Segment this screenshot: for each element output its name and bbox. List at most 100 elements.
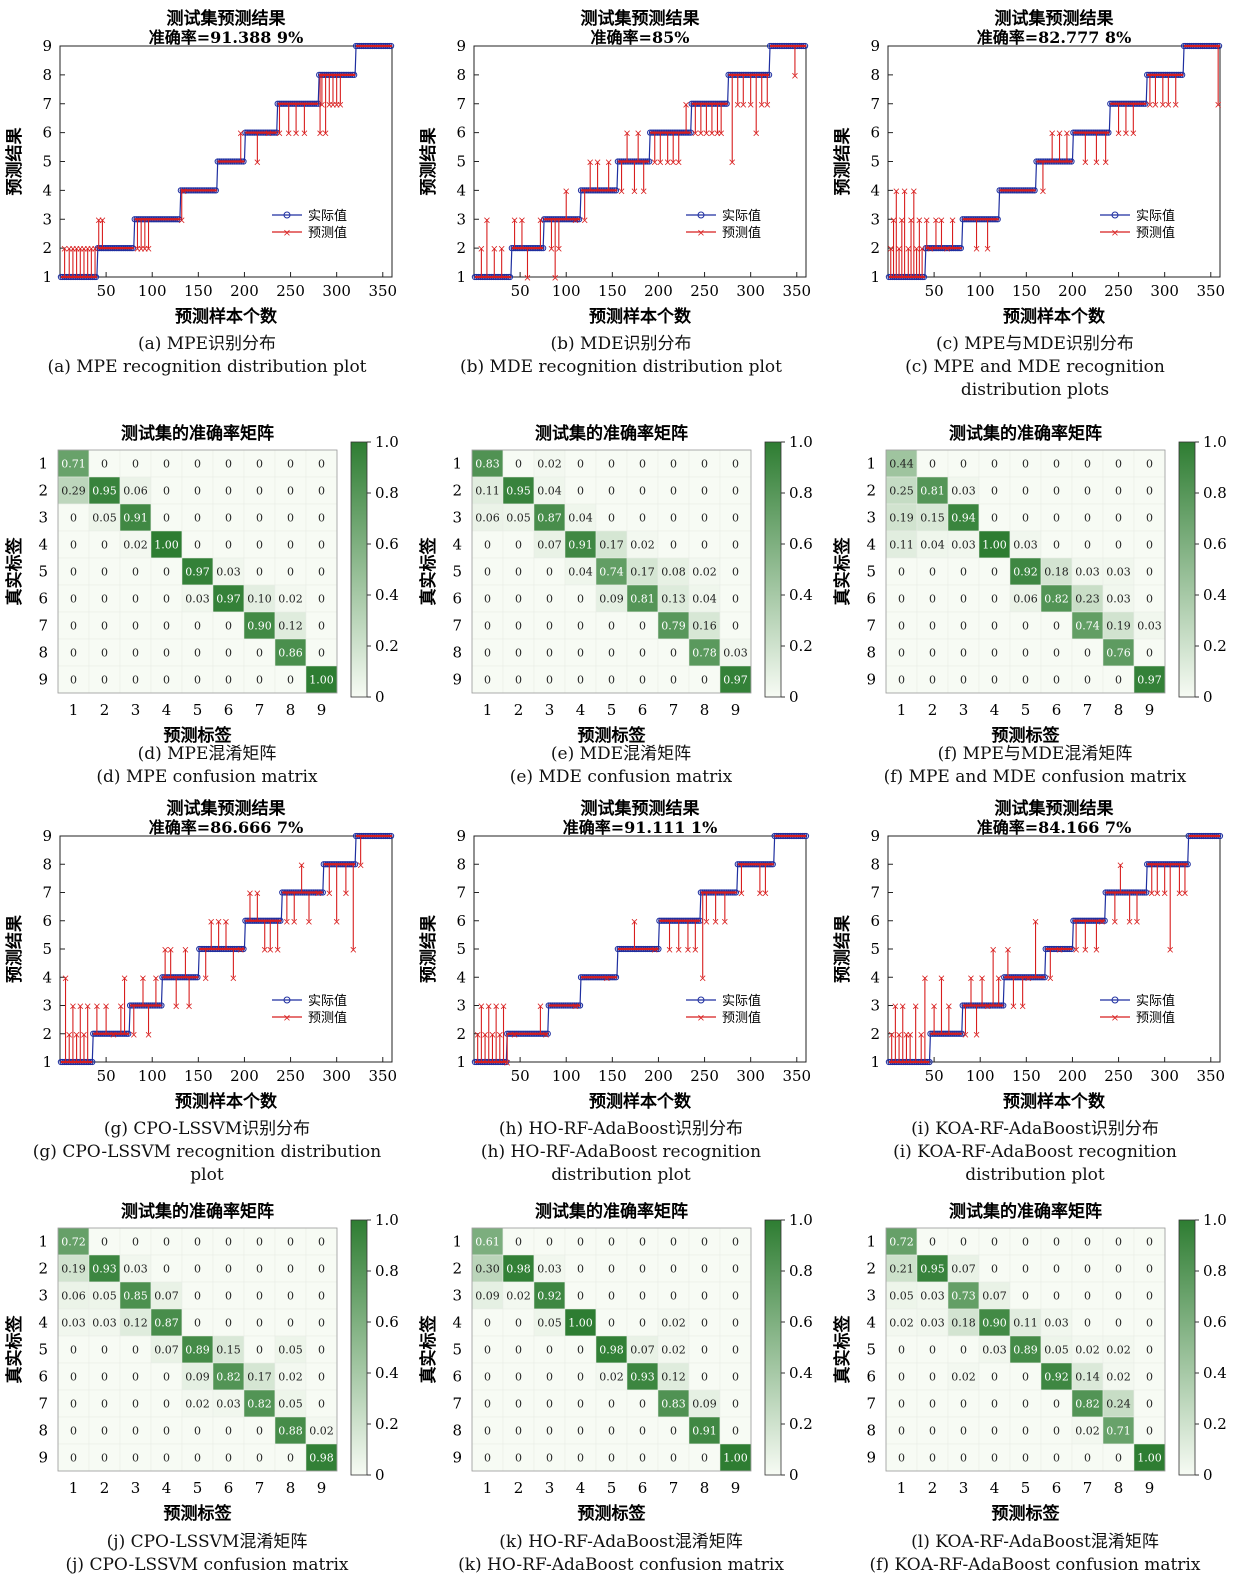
y-tick-label: 1 [866, 1233, 876, 1251]
matrix-cell-value: 0.03 [723, 647, 748, 660]
matrix-cell-value: 0 [639, 1263, 646, 1276]
y-tick-label: 4 [38, 536, 48, 554]
matrix-cell [274, 476, 307, 505]
legend-predicted-marker: × [1111, 1013, 1119, 1024]
matrix-cell-value: 0 [701, 1317, 708, 1330]
y-axis-label: 预测结果 [418, 128, 439, 196]
series-predicted-marker: × [1153, 889, 1161, 900]
series-predicted-marker: × [906, 1030, 914, 1041]
matrix-cell-value: 0.05 [1044, 1344, 1069, 1357]
matrix-cell [243, 1281, 276, 1310]
x-tick-label: 3 [131, 1479, 141, 1497]
series-predicted-marker: × [1098, 917, 1106, 928]
matrix-cell [274, 1416, 307, 1445]
matrix-cell [150, 1281, 183, 1310]
matrix-cell [243, 1443, 276, 1472]
matrix-cell-value: 0 [546, 1398, 553, 1411]
matrix-cell-value: 0 [287, 1452, 294, 1465]
series-predicted-marker: × [1018, 1002, 1026, 1013]
matrix-cell [916, 665, 949, 694]
y-tick-label: 9 [456, 827, 466, 845]
matrix-cell [688, 530, 721, 559]
matrix-cell-value: 0 [991, 647, 998, 660]
matrix-cell-value: 0.83 [475, 458, 500, 471]
colorbar-tick-label: 1.0 [375, 433, 399, 451]
matrix-cell [978, 611, 1011, 640]
matrix-cell [57, 530, 90, 559]
series-predicted-marker: × [261, 945, 269, 956]
colorbar [350, 441, 368, 698]
caption-c-cn: (c) MPE与MDE识别分布 [936, 334, 1134, 354]
matrix-cell-value: 0 [515, 566, 522, 579]
matrix-cell [885, 611, 918, 640]
series-predicted-marker: × [937, 215, 945, 226]
matrix-cell-value: 0 [318, 1317, 325, 1330]
legend-actual-marker [1111, 211, 1119, 219]
matrix-cell-value: 0 [515, 1398, 522, 1411]
series-predicted-marker: × [898, 215, 906, 226]
matrix-cell [243, 611, 276, 640]
matrix-cell [88, 1281, 121, 1310]
matrix-cell-value: 0 [732, 512, 739, 525]
matrix-cell [1102, 1416, 1135, 1445]
y-tick-label: 3 [866, 509, 876, 527]
y-tick-label: 8 [456, 855, 466, 873]
matrix-cell-value: 0 [1115, 458, 1122, 471]
y-tick-label: 9 [870, 827, 880, 845]
colorbar-tick-label: 0 [1203, 688, 1213, 706]
y-tick-label: 7 [452, 617, 462, 635]
matrix-cell-value: 0 [898, 1371, 905, 1384]
y-tick-label: 2 [866, 1260, 876, 1278]
matrix-cell [502, 665, 535, 694]
matrix-cell-value: 0 [546, 593, 553, 606]
matrix-cell-value: 0 [318, 620, 325, 633]
matrix-cell-value: 0 [163, 620, 170, 633]
series-predicted-marker: × [332, 917, 340, 928]
matrix-cell [1040, 611, 1073, 640]
matrix-cell-value: 0 [484, 1452, 491, 1465]
matrix-cell [212, 1443, 245, 1472]
matrix-cell-value: 0 [132, 593, 139, 606]
legend-actual-marker [697, 211, 705, 219]
matrix-cell [885, 1308, 918, 1337]
y-axis-label: 真实标签 [4, 537, 25, 606]
y-tick-label: 9 [456, 37, 466, 55]
x-tick-label: 200 [1058, 1067, 1087, 1085]
matrix-cell [564, 1362, 597, 1391]
series-predicted-marker: × [702, 917, 710, 928]
series-predicted-marker: × [1122, 129, 1130, 140]
legend-predicted-marker: × [697, 228, 705, 239]
matrix-cell-value: 0 [732, 1236, 739, 1249]
matrix-cell [243, 1227, 276, 1256]
chart-title: 测试集预测结果 [995, 8, 1114, 29]
matrix-cell [1009, 611, 1042, 640]
y-axis-label: 真实标签 [418, 1315, 439, 1384]
series-predicted-marker: × [547, 244, 555, 255]
matrix-cell [1133, 557, 1166, 586]
series-predicted-marker: × [967, 973, 975, 984]
colorbar-tick-label: 0 [1203, 1466, 1213, 1484]
matrix-cell [916, 1443, 949, 1472]
matrix-cell [688, 1416, 721, 1445]
x-tick-label: 250 [1104, 1067, 1133, 1085]
series-predicted-marker: × [665, 945, 673, 956]
y-tick-label: 5 [866, 1341, 876, 1359]
matrix-cell-value: 0 [1053, 1398, 1060, 1411]
matrix-cell-value: 0 [287, 512, 294, 525]
matrix-cell-value: 0 [225, 1425, 232, 1438]
matrix-cell [181, 1254, 214, 1283]
matrix-cell [533, 476, 566, 505]
matrix-cell [688, 665, 721, 694]
series-predicted-marker: × [910, 186, 918, 197]
matrix-cell-value: 0.03 [61, 1317, 86, 1330]
x-tick-label: 3 [959, 701, 969, 719]
series-predicted-marker: × [983, 1002, 991, 1013]
matrix-cell-value: 0 [256, 1317, 263, 1330]
matrix-cell-value: 0 [701, 1263, 708, 1276]
chart-subtitle: 准确率=84.166 7% [977, 818, 1132, 837]
matrix-cell-value: 0.02 [1106, 1344, 1131, 1357]
series-predicted-marker: × [496, 1030, 504, 1041]
series-predicted-marker: × [483, 215, 491, 226]
series-predicted-marker: × [675, 945, 683, 956]
series-predicted-marker: × [900, 186, 908, 197]
